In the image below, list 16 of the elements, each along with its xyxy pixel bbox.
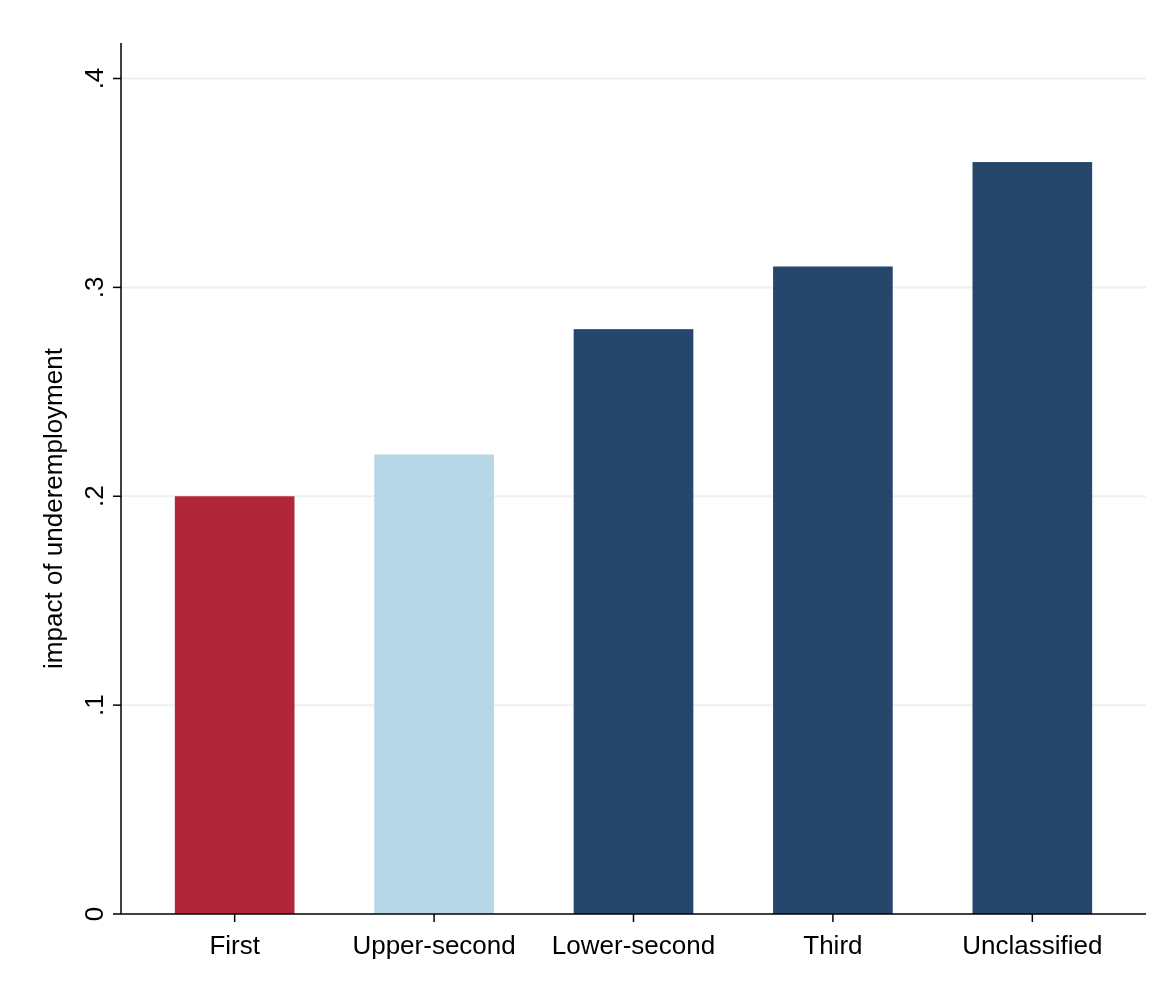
y-axis-title: impact of underemployment [38, 347, 68, 669]
x-tick-label: Upper-second [352, 930, 516, 960]
y-tick-label: .1 [79, 694, 109, 716]
y-tick-label: .2 [79, 485, 109, 508]
x-tick-label: Third [803, 930, 863, 960]
x-tick-label: First [209, 930, 261, 960]
bar [573, 329, 694, 914]
y-tick-label: .3 [79, 276, 109, 299]
bar [773, 266, 893, 914]
y-tick-label: .4 [79, 67, 109, 90]
bar [174, 496, 295, 914]
y-tick-label: 0 [79, 906, 109, 922]
bar [972, 162, 1093, 914]
x-tick-label: Lower-second [551, 930, 716, 960]
bar [374, 454, 494, 914]
x-tick-label: Unclassified [962, 930, 1103, 960]
